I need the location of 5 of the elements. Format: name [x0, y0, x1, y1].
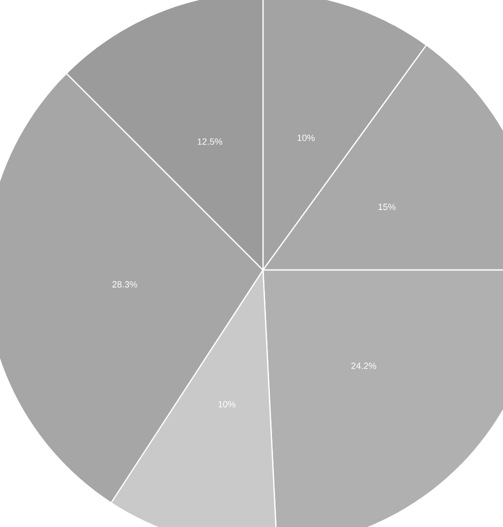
data-label: 10%: [298, 134, 315, 141]
data-label: 28.3%: [112, 281, 138, 288]
data-label: 24.2%: [351, 362, 376, 369]
data-label: 15%: [378, 204, 396, 210]
data-label: 12.5%: [198, 138, 222, 145]
